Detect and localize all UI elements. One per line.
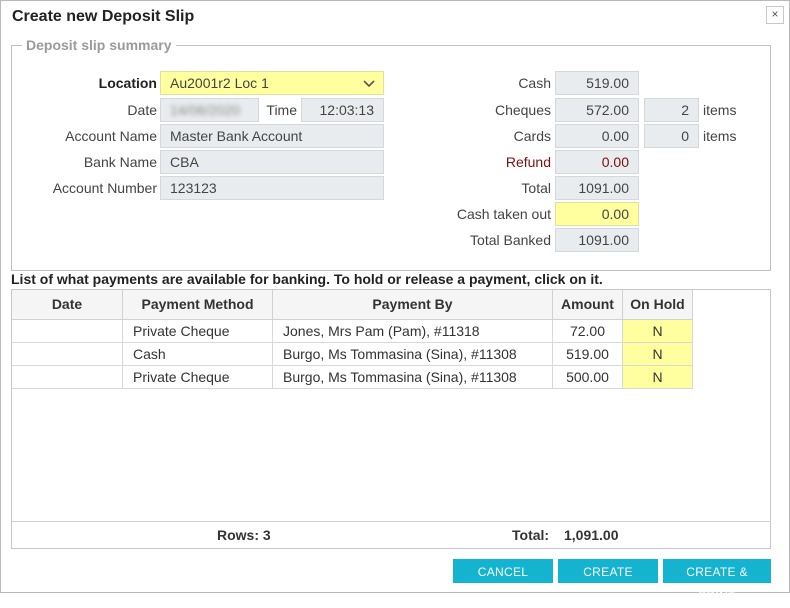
- location-select[interactable]: Au2001r2 Loc 1: [160, 71, 384, 95]
- cards-count-field: 0: [644, 124, 699, 148]
- close-icon: ×: [771, 7, 779, 21]
- account-number-field: 123123: [160, 176, 384, 200]
- cash-taken-out-label: Cash taken out: [456, 206, 551, 222]
- table-row-1-method[interactable]: Private Cheque: [123, 320, 273, 343]
- create-print-button[interactable]: CREATE & PRINT: [663, 559, 771, 603]
- account-number-label: Account Number: [52, 180, 157, 196]
- chevron-down-icon: [363, 80, 375, 88]
- total-banked-label: Total Banked: [470, 232, 551, 248]
- table-row-3-on-hold[interactable]: N: [623, 366, 693, 389]
- total-footer-label: Total:: [512, 527, 550, 543]
- column-header-payment-method[interactable]: Payment Method: [123, 290, 273, 320]
- location-value: Au2001r2 Loc 1: [170, 75, 269, 91]
- table-row-3-amount[interactable]: 500.00: [553, 366, 623, 389]
- payments-table: Date Payment Method Payment By Amount On…: [11, 289, 771, 549]
- total-label: Total: [521, 180, 551, 196]
- cards-field: 0.00: [555, 124, 639, 148]
- rows-count: Rows: 3: [217, 527, 271, 543]
- summary-legend: Deposit slip summary: [26, 37, 172, 53]
- table-row-2-method[interactable]: Cash: [123, 343, 273, 366]
- column-header-amount[interactable]: Amount: [553, 290, 623, 320]
- table-row-1-amount[interactable]: 72.00: [553, 320, 623, 343]
- table-row-1-date[interactable]: [12, 320, 123, 343]
- date-field: 14/06/2020: [160, 98, 259, 122]
- bank-name-field: CBA: [160, 150, 384, 174]
- table-row-3-date[interactable]: [12, 366, 123, 389]
- table-row-1-on-hold[interactable]: N: [623, 320, 693, 343]
- table-footer-divider: [12, 521, 770, 522]
- cash-taken-out-input[interactable]: 0.00: [555, 202, 639, 226]
- bank-name-label: Bank Name: [83, 154, 157, 170]
- column-header-date[interactable]: Date: [12, 290, 123, 320]
- account-name-field: Master Bank Account: [160, 124, 384, 148]
- table-row-2-payment-by[interactable]: Burgo, Ms Tommasina (Sina), #11308: [273, 343, 553, 366]
- account-name-label: Account Name: [65, 128, 157, 144]
- table-row-2-on-hold[interactable]: N: [623, 343, 693, 366]
- create-button[interactable]: CREATE: [558, 559, 658, 583]
- deposit-slip-dialog: Create new Deposit Slip × Deposit slip s…: [0, 0, 790, 593]
- table-row-2-amount[interactable]: 519.00: [553, 343, 623, 366]
- cards-items-label: items: [703, 128, 737, 144]
- table-row-1-payment-by[interactable]: Jones, Mrs Pam (Pam), #11318: [273, 320, 553, 343]
- table-row-2-date[interactable]: [12, 343, 123, 366]
- time-label: Time: [266, 102, 297, 118]
- cancel-button[interactable]: CANCEL: [453, 559, 553, 583]
- location-label: Location: [98, 75, 157, 91]
- total-banked-field: 1091.00: [555, 228, 639, 252]
- date-value: 14/06/2020: [170, 102, 241, 118]
- cash-label: Cash: [518, 75, 551, 91]
- refund-field: 0.00: [555, 150, 639, 174]
- time-field: 12:03:13: [301, 98, 384, 122]
- table-row-3-payment-by[interactable]: Burgo, Ms Tommasina (Sina), #11308: [273, 366, 553, 389]
- deposit-slip-summary: Deposit slip summary: [11, 37, 771, 271]
- payments-instruction: List of what payments are available for …: [11, 271, 603, 287]
- total-field: 1091.00: [555, 176, 639, 200]
- cheques-field: 572.00: [555, 98, 639, 122]
- close-button[interactable]: ×: [766, 6, 784, 24]
- total-footer-value: 1,091.00: [564, 527, 619, 543]
- cheques-items-label: items: [703, 102, 737, 118]
- cards-label: Cards: [513, 128, 551, 144]
- cheques-count-field: 2: [644, 98, 699, 122]
- cheques-label: Cheques: [494, 102, 551, 118]
- column-header-on-hold[interactable]: On Hold: [623, 290, 693, 320]
- table-row-3-method[interactable]: Private Cheque: [123, 366, 273, 389]
- date-label: Date: [127, 102, 157, 118]
- column-header-payment-by[interactable]: Payment By: [273, 290, 553, 320]
- cash-field: 519.00: [555, 71, 639, 95]
- dialog-title: Create new Deposit Slip: [12, 8, 195, 25]
- refund-label: Refund: [505, 154, 551, 170]
